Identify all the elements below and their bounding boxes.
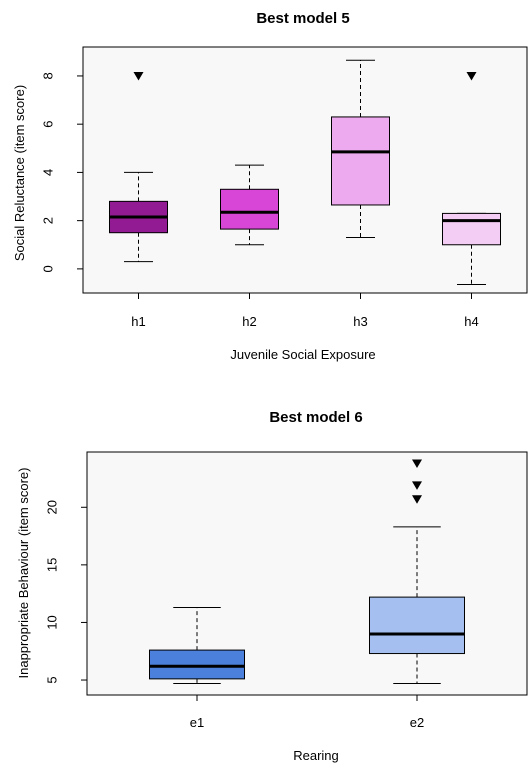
chart-2-title: Best model 6 <box>269 409 362 426</box>
plot-area <box>86 451 528 696</box>
chart-1: 0 2 4 6 8 h1 h2 h3 h4 <box>41 46 528 329</box>
y-tick-label: 6 <box>41 121 56 128</box>
y-tick-label: 20 <box>45 500 60 514</box>
y-tick-label: 5 <box>45 676 60 683</box>
outlier-point <box>466 71 477 81</box>
x-tick-label: e2 <box>410 715 424 730</box>
x-tick-label: h1 <box>131 314 145 329</box>
x-tick-label: h2 <box>242 314 256 329</box>
chart-2-xlabel: Rearing <box>293 748 339 763</box>
outlier-point <box>412 459 422 469</box>
outlier-point <box>412 481 422 490</box>
plot-area <box>82 46 528 294</box>
x-tick-label: h4 <box>464 314 478 329</box>
iqr-box <box>149 649 245 680</box>
y-tick-label: 4 <box>41 169 56 176</box>
outlier-point <box>133 71 144 81</box>
y-tick-label: 0 <box>41 265 56 272</box>
x-tick-label: e1 <box>190 715 204 730</box>
outlier-point <box>412 495 422 504</box>
iqr-box <box>442 212 501 246</box>
chart-1-ylabel: Social Reluctance (item score) <box>12 85 27 261</box>
x-tick-label: h3 <box>353 314 367 329</box>
iqr-box <box>220 188 279 230</box>
y-tick-label: 10 <box>45 615 60 629</box>
y-tick-label: 15 <box>45 558 60 572</box>
chart-1-title: Best model 5 <box>256 10 349 27</box>
y-tick-label: 8 <box>41 72 56 79</box>
chart-2: 5 10 15 20 e1 e2 <box>45 451 528 730</box>
box-e1 <box>149 606 245 684</box>
chart-1-xlabel: Juvenile Social Exposure <box>230 347 375 362</box>
chart-2-ylabel: Inappropriate Behaviour (item score) <box>16 468 31 679</box>
iqr-box <box>369 596 465 655</box>
y-tick-label: 2 <box>41 217 56 224</box>
box-h2 <box>220 164 279 246</box>
iqr-box <box>331 116 390 206</box>
box-h3 <box>331 59 390 239</box>
box-h4 <box>442 71 501 286</box>
box-h1 <box>109 71 168 263</box>
box-e2 <box>369 459 465 684</box>
